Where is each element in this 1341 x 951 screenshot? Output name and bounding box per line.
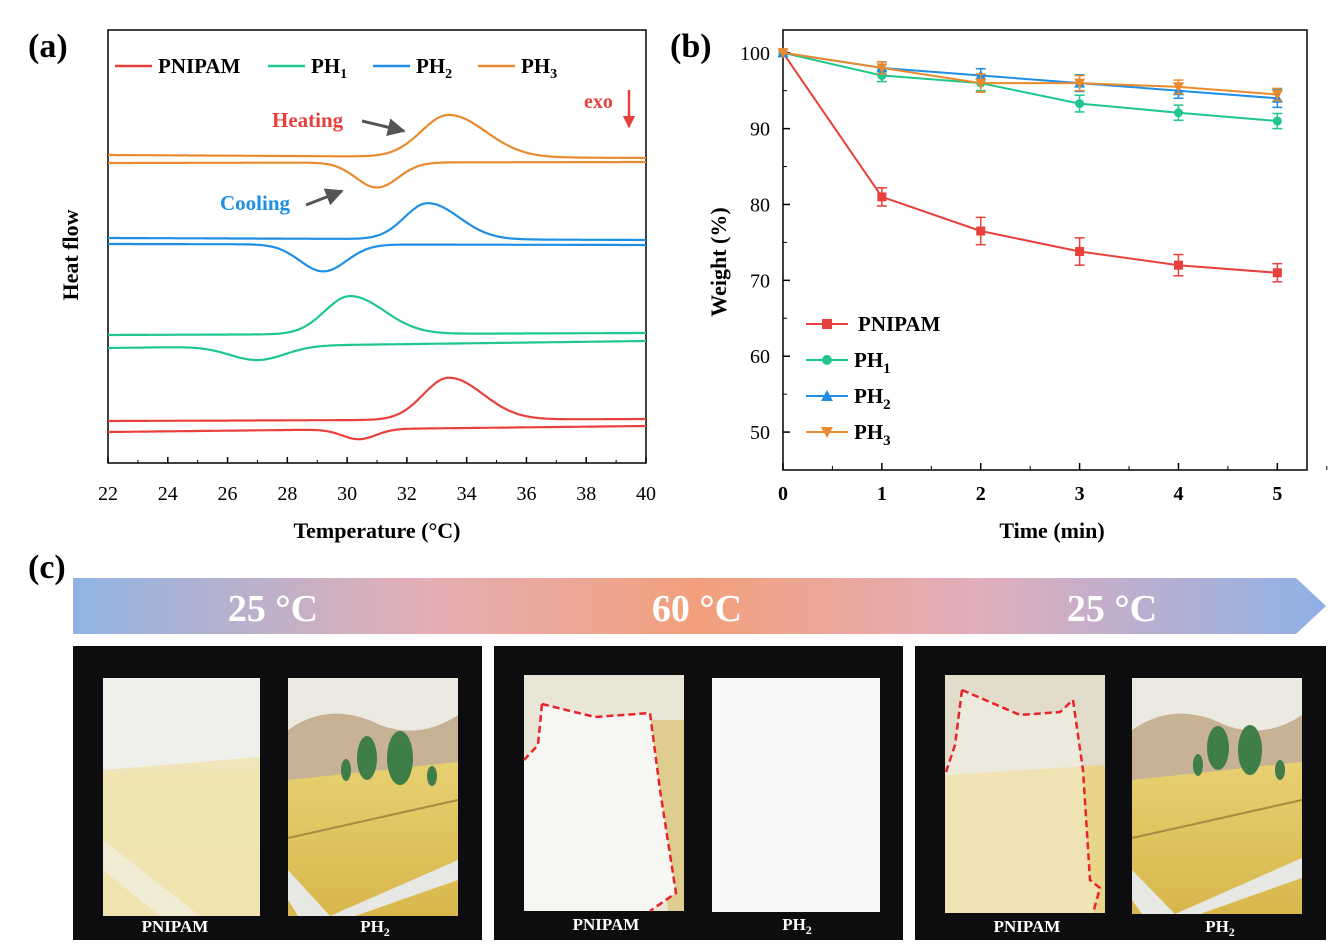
panel-b-y-tick-label: 90 (750, 119, 770, 141)
dsc-heating-curve-pnipam (108, 376, 646, 423)
legend-b-ph1: PH1 (854, 348, 891, 377)
panel-a-x-tick-label: 34 (457, 483, 477, 505)
weight-line-ph2 (782, 51, 1278, 100)
panel-b-y-tick-label: 50 (750, 422, 770, 444)
annotation-cooling: Cooling (220, 191, 291, 215)
dsc-cooling-curve-ph3 (108, 160, 646, 189)
data-point-pnipam (976, 226, 986, 236)
legend-a-ph1: PH1 (311, 54, 347, 82)
dsc-cooling-curve-ph1 (108, 339, 646, 362)
panel-a-x-tick-label: 32 (397, 483, 417, 505)
data-point-ph1 (1173, 108, 1183, 118)
data-point-ph1 (1272, 116, 1282, 126)
data-point-pnipam (1173, 260, 1183, 270)
panel-a-x-tick-label: 26 (218, 483, 238, 505)
legend-a-pnipam: PNIPAM (158, 54, 241, 78)
temp-label-3: 25 °C (1067, 588, 1157, 630)
panel-a-x-tick-label: 40 (636, 483, 656, 505)
panel-a-x-ticks: 22 24 26 28 30 32 34 36 38 40 (98, 457, 656, 505)
panel-b-y-label: Weight (%) (706, 207, 731, 316)
pnipam-film-60c (523, 675, 684, 913)
panel-a-x-tick-label: 36 (516, 483, 536, 505)
panel-b-label: (b) (670, 28, 712, 65)
panel-a-y-label: Heat flow (58, 209, 83, 300)
legend-b-marker-pnipam (822, 319, 832, 329)
panel-a-x-tick-label: 30 (337, 483, 357, 505)
panel-a-x-tick-label: 38 (576, 483, 596, 505)
ph2-film-initial (287, 678, 459, 916)
pnipam-film-final (943, 675, 1105, 914)
panel-b-y-tick-label: 60 (750, 346, 770, 368)
data-point-ph3 (975, 78, 987, 89)
data-point-ph1 (1075, 99, 1085, 109)
legend-b-ph3: PH3 (854, 420, 891, 449)
legend-b-ph2: PH2 (854, 384, 891, 413)
panel-b-x-tick-label: 5 (1272, 483, 1282, 505)
panel-b-y-tick-label: 70 (750, 270, 770, 292)
photo2-label-ph2: PH2 (782, 915, 812, 937)
photo3-label-pnipam: PNIPAM (994, 917, 1061, 936)
data-point-pnipam (877, 192, 887, 202)
panel-b-legend: PNIPAM PH1 PH2 PH3 (806, 312, 941, 449)
dsc-heating-curve-ph2 (108, 202, 646, 242)
ph2-film-60c (712, 678, 880, 912)
data-point-ph3 (1172, 82, 1184, 93)
legend-a-ph3: PH3 (521, 54, 557, 82)
panel-a-label: (a) (28, 28, 68, 65)
legend-b-marker-ph3 (821, 427, 833, 438)
annotation-exo: exo (584, 91, 613, 113)
panel-a-x-tick-label: 28 (277, 483, 297, 505)
panel-b-y-tick-label: 80 (750, 194, 770, 216)
panel-b-series (777, 47, 1283, 283)
data-point-pnipam (1075, 247, 1085, 257)
photo-25c-initial: PNIPAM PH2 (73, 646, 482, 940)
weight-line-pnipam (782, 52, 1278, 274)
cooling-arrow (305, 188, 344, 207)
dsc-heating-curve-ph1 (108, 295, 646, 337)
data-point-ph3 (876, 63, 888, 74)
photo2-label-pnipam: PNIPAM (573, 915, 640, 934)
temperature-arrow-banner (73, 578, 1326, 634)
panel-b-axes-frame (782, 29, 1308, 471)
panel-b-x-tick-label: 1 (877, 483, 887, 505)
panel-b-x-tick-label: 0 (778, 483, 788, 505)
panel-b-x-tick-label: 4 (1173, 483, 1183, 505)
legend-b-pnipam: PNIPAM (858, 312, 941, 336)
photo3-label-ph2: PH2 (1205, 917, 1235, 939)
weight-line-ph1 (782, 51, 1278, 122)
panel-b-x-tick-label: 3 (1075, 483, 1085, 505)
data-point-ph3 (1074, 78, 1086, 89)
weight-line-ph3 (782, 51, 1278, 96)
panel-c-label: (c) (28, 549, 66, 586)
panel-b-y-tick-label: 100 (740, 43, 770, 65)
panel-b-ticks: 0 1 2 3 4 5 50 60 70 80 90 100 (740, 43, 1328, 505)
photo-60c: PNIPAM PH2 (494, 646, 903, 940)
legend-a-ph2: PH2 (416, 54, 452, 82)
panel-a-x-label: Temperature (°C) (293, 518, 460, 543)
panel-a-x-tick-label: 22 (98, 483, 118, 505)
ph2-film-final (1131, 678, 1303, 914)
pnipam-film-initial (103, 678, 260, 916)
temp-label-2: 60 °C (652, 588, 742, 630)
legend-b-marker-ph2 (821, 390, 833, 401)
dsc-heating-curve-ph3 (108, 113, 646, 160)
panel-b-x-tick-label: 2 (976, 483, 986, 505)
panel-a-legend: PNIPAM PH1 PH2 PH3 (115, 54, 557, 82)
photo1-label-ph2: PH2 (360, 917, 390, 939)
photo-25c-final: PNIPAM PH2 (915, 646, 1326, 940)
panel-a-curves (108, 113, 646, 441)
data-point-ph3 (777, 48, 789, 59)
heating-arrow (361, 118, 406, 137)
panel-b-x-label: Time (min) (999, 518, 1104, 543)
dsc-cooling-curve-pnipam (108, 424, 646, 441)
photo1-label-pnipam: PNIPAM (142, 917, 209, 936)
panel-a-x-tick-label: 24 (158, 483, 178, 505)
legend-b-marker-ph1 (822, 355, 832, 365)
data-point-pnipam (1272, 268, 1282, 278)
dsc-cooling-curve-ph2 (108, 242, 646, 273)
data-point-ph3 (1271, 89, 1283, 100)
annotation-heating: Heating (272, 108, 344, 132)
temp-label-1: 25 °C (228, 588, 318, 630)
